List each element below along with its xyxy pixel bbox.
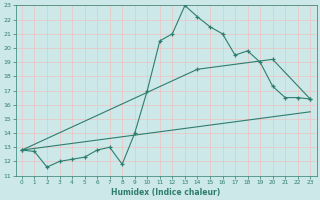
X-axis label: Humidex (Indice chaleur): Humidex (Indice chaleur): [111, 188, 221, 197]
